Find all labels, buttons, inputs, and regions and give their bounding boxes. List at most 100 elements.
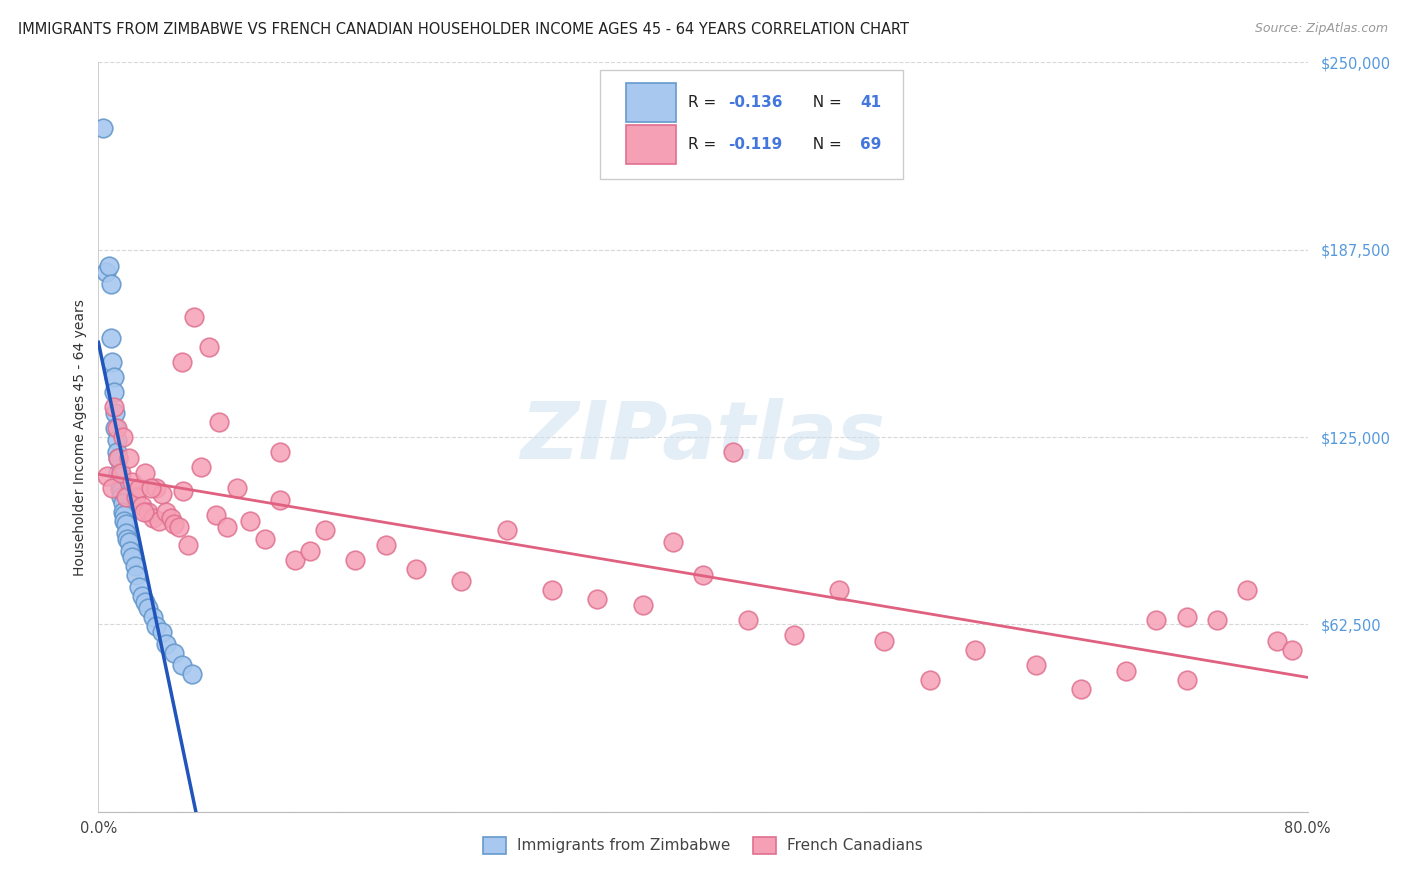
Point (132, 505, 155, 519)
Point (1024, 657, 1046, 672)
Point (631, 598, 654, 612)
Point (104, 406, 127, 420)
Point (284, 553, 307, 567)
Text: N =: N = (803, 95, 846, 110)
Point (107, 466, 129, 480)
Point (112, 514, 135, 528)
Point (125, 490, 148, 504)
FancyBboxPatch shape (626, 83, 676, 121)
Point (723, 445, 745, 459)
Point (918, 673, 941, 687)
Point (145, 481, 167, 495)
Text: -0.119: -0.119 (728, 137, 783, 153)
Point (105, 445, 128, 459)
Text: IMMIGRANTS FROM ZIMBABWE VS FRENCH CANADIAN HOUSEHOLDER INCOME AGES 45 - 64 YEAR: IMMIGRANTS FROM ZIMBABWE VS FRENCH CANAD… (18, 22, 910, 37)
Point (128, 481, 150, 495)
Point (160, 511, 183, 525)
Point (1070, 681, 1092, 696)
Point (226, 481, 249, 495)
Point (115, 532, 138, 546)
Point (299, 544, 322, 558)
Point (450, 574, 472, 588)
Point (1281, 643, 1303, 657)
Point (374, 538, 396, 552)
Point (873, 633, 896, 648)
Point (105, 433, 128, 447)
Point (239, 514, 262, 528)
Point (141, 481, 163, 495)
Point (107, 451, 129, 466)
Point (110, 490, 132, 504)
Point (104, 421, 127, 435)
Point (167, 520, 190, 534)
Point (197, 340, 219, 354)
Point (1267, 633, 1289, 648)
Point (1175, 673, 1198, 687)
Point (101, 481, 124, 495)
Point (150, 487, 173, 501)
Point (344, 553, 367, 567)
Point (136, 601, 159, 615)
Point (142, 511, 165, 525)
FancyBboxPatch shape (626, 126, 676, 164)
Point (101, 355, 124, 369)
Point (114, 490, 136, 504)
Point (965, 643, 987, 657)
Point (155, 505, 177, 519)
Point (1175, 610, 1198, 624)
Point (118, 535, 141, 549)
Point (170, 355, 193, 369)
Point (125, 568, 148, 582)
Text: ZIPatlas: ZIPatlas (520, 398, 886, 476)
Point (142, 610, 165, 624)
Y-axis label: Householder Income Ages 45 - 64 years: Householder Income Ages 45 - 64 years (73, 299, 87, 575)
Text: 41: 41 (860, 95, 882, 110)
Point (176, 538, 198, 552)
Point (586, 591, 609, 606)
Point (120, 544, 142, 558)
Point (1144, 613, 1167, 627)
Text: Source: ZipAtlas.com: Source: ZipAtlas.com (1254, 22, 1388, 36)
Point (1236, 582, 1258, 597)
Point (170, 657, 193, 672)
Point (136, 505, 159, 519)
Point (118, 451, 141, 466)
Point (114, 526, 136, 541)
Text: 69: 69 (860, 137, 882, 153)
Point (121, 475, 143, 489)
Point (100, 331, 122, 345)
Point (107, 451, 129, 466)
Text: R =: R = (689, 137, 721, 153)
Point (183, 310, 205, 325)
Point (111, 430, 134, 444)
Point (828, 582, 851, 597)
Point (114, 516, 136, 531)
Point (96, 469, 118, 483)
Point (783, 628, 806, 642)
Point (108, 469, 131, 483)
Point (111, 505, 134, 519)
Text: R =: R = (689, 95, 721, 110)
Point (100, 277, 122, 292)
Point (163, 516, 186, 531)
Point (1115, 664, 1137, 678)
Point (121, 549, 143, 564)
Point (269, 493, 291, 508)
Point (148, 514, 170, 528)
Point (495, 523, 517, 537)
Point (181, 666, 204, 681)
Point (661, 535, 683, 549)
Point (112, 508, 135, 522)
Point (105, 421, 128, 435)
Point (215, 520, 238, 534)
Point (314, 523, 336, 537)
Legend: Immigrants from Zimbabwe, French Canadians: Immigrants from Zimbabwe, French Canadia… (477, 830, 929, 860)
Point (155, 637, 177, 651)
Point (405, 562, 427, 576)
Point (94, 265, 117, 279)
Point (103, 400, 125, 414)
Point (540, 582, 562, 597)
Point (208, 415, 231, 429)
Point (190, 460, 212, 475)
Point (128, 580, 150, 594)
